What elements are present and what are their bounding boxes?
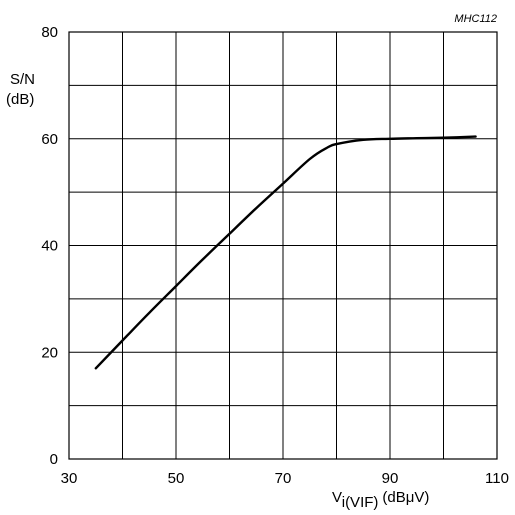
x-axis-title-sub: i(VIF)	[342, 494, 379, 511]
y-tick-label: 20	[41, 344, 58, 361]
y-tick-label: 0	[50, 451, 58, 468]
x-tick-label: 30	[61, 470, 78, 487]
x-axis-title-unit: (dBμV)	[382, 489, 429, 506]
x-tick-label: 110	[485, 470, 509, 487]
x-axis-title: Vi(VIF) (dBμV)	[332, 489, 429, 511]
y-tick-label: 80	[41, 24, 58, 41]
x-tick-labels: 30 50 70 90 110	[61, 470, 509, 487]
grid-lines	[69, 32, 497, 459]
plot-frame	[68, 31, 498, 460]
figure-code: MHC112	[454, 13, 497, 25]
y-tick-label: 40	[41, 238, 58, 255]
y-axis-title-line1: S/N	[10, 71, 35, 88]
x-tick-label: 70	[275, 470, 292, 487]
x-axis-title-main: V	[332, 489, 342, 506]
y-axis-title-line2: (dB)	[6, 91, 34, 108]
x-tick-label: 90	[382, 470, 399, 487]
series-line	[94, 135, 477, 370]
y-tick-labels: 0 20 40 60 80	[41, 24, 58, 468]
x-tick-label: 50	[168, 470, 185, 487]
y-tick-label: 60	[41, 131, 58, 148]
